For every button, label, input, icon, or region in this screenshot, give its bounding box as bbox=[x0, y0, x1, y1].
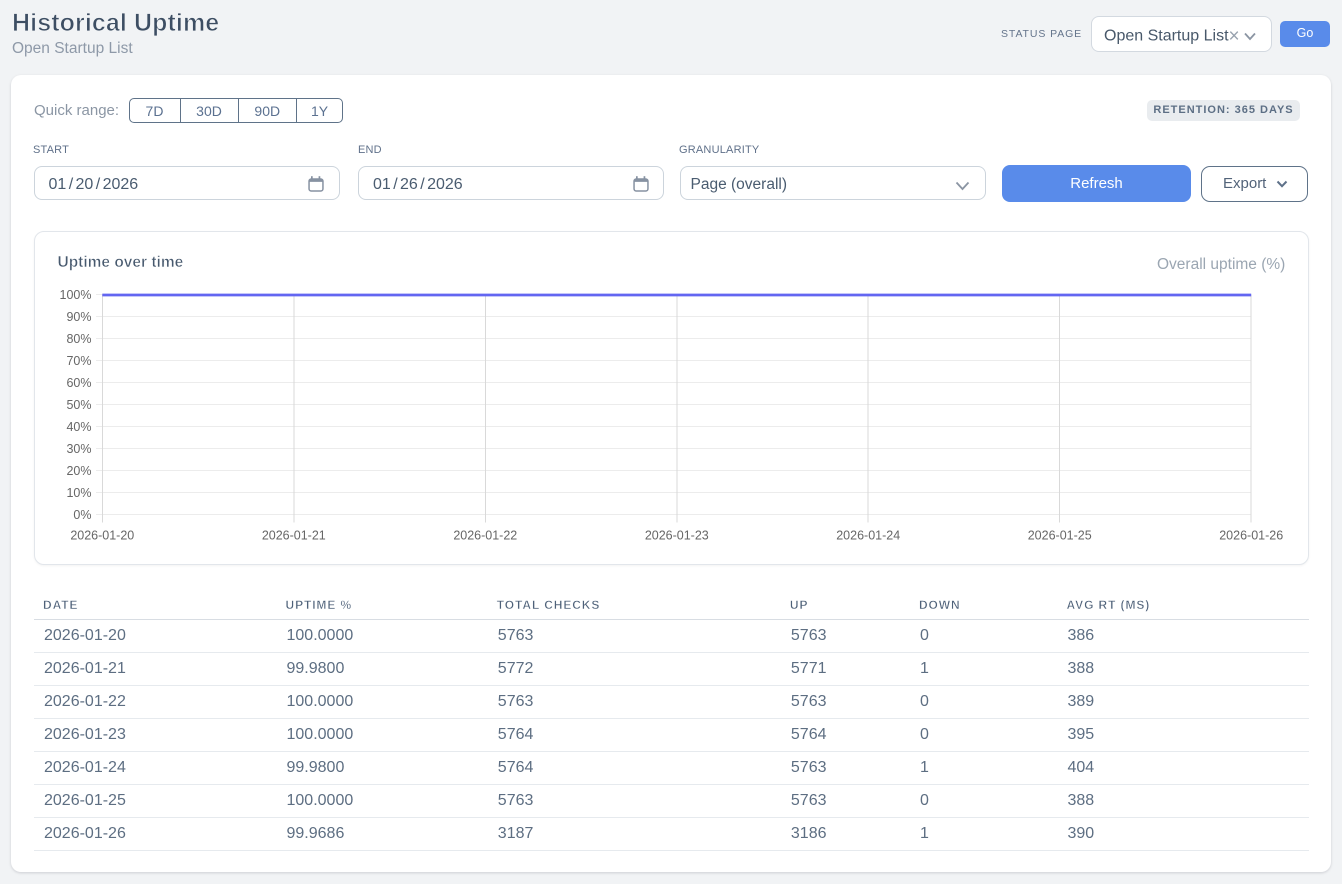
svg-text:20%: 20% bbox=[66, 464, 91, 478]
svg-text:2026-01-21: 2026-01-21 bbox=[262, 529, 326, 543]
svg-text:80%: 80% bbox=[66, 332, 91, 346]
svg-text:100%: 100% bbox=[60, 288, 92, 302]
svg-text:70%: 70% bbox=[66, 354, 91, 368]
svg-text:2026-01-20: 2026-01-20 bbox=[70, 529, 134, 543]
svg-text:50%: 50% bbox=[66, 398, 91, 412]
svg-text:0%: 0% bbox=[73, 508, 91, 522]
svg-text:60%: 60% bbox=[66, 376, 91, 390]
svg-text:30%: 30% bbox=[66, 442, 91, 456]
svg-text:10%: 10% bbox=[66, 486, 91, 500]
svg-text:2026-01-23: 2026-01-23 bbox=[645, 529, 709, 543]
svg-text:2026-01-22: 2026-01-22 bbox=[453, 529, 517, 543]
svg-text:40%: 40% bbox=[66, 420, 91, 434]
svg-text:2026-01-24: 2026-01-24 bbox=[836, 529, 900, 543]
svg-text:2026-01-26: 2026-01-26 bbox=[1219, 529, 1283, 543]
svg-text:90%: 90% bbox=[66, 310, 91, 324]
svg-text:2026-01-25: 2026-01-25 bbox=[1028, 529, 1092, 543]
